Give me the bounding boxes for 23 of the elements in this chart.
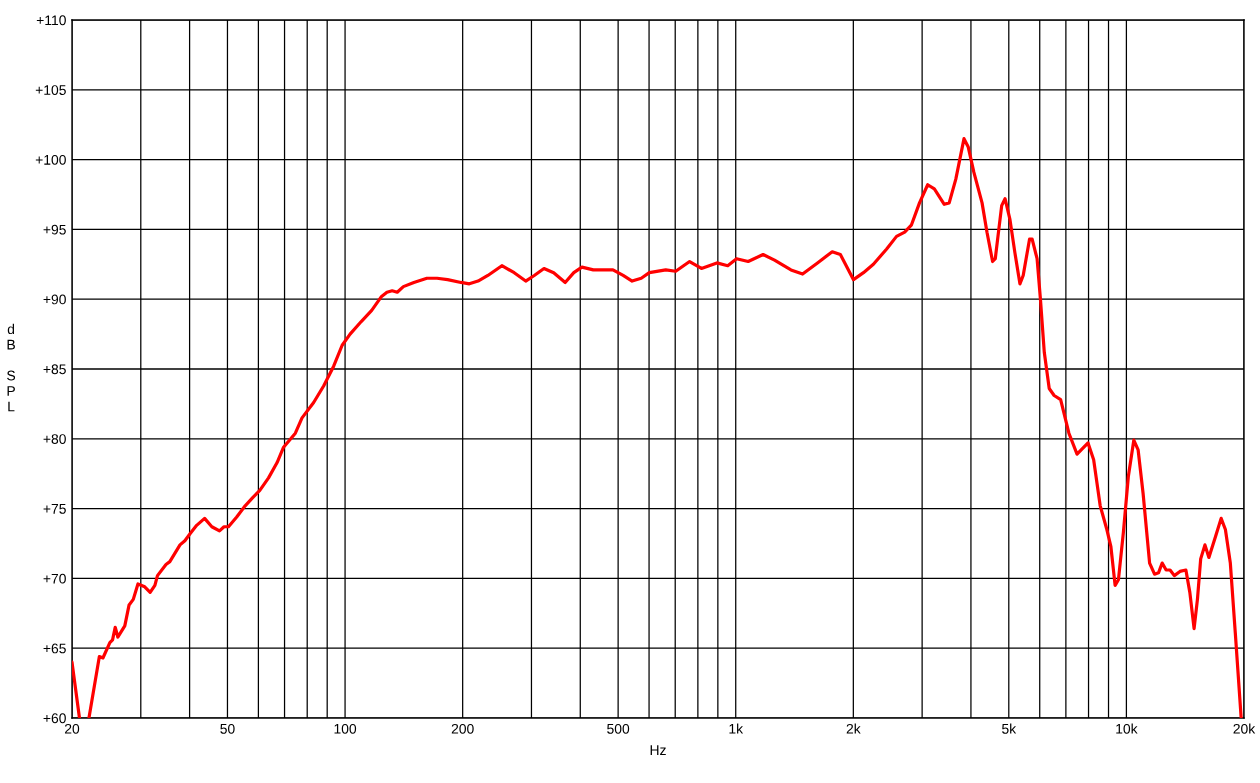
x-tick-label: 10k <box>1116 723 1138 734</box>
x-axis-title: Hz <box>650 745 666 755</box>
x-tick-label: 20k <box>1233 723 1256 734</box>
y-tick-label: +70 <box>43 573 66 584</box>
y-tick-label: +90 <box>43 294 66 305</box>
y-tick-label: +95 <box>43 224 66 235</box>
text: dB SPL <box>7 323 16 412</box>
x-tick-label: 50 <box>220 723 235 734</box>
y-tick-label: +110 <box>36 15 66 26</box>
y-tick-label: +75 <box>43 504 66 514</box>
x-tick-label: 1k <box>729 723 744 734</box>
x-tick-label: 100 <box>334 723 357 734</box>
y-tick-label: +85 <box>43 364 66 375</box>
y-tick-label: +65 <box>43 643 66 654</box>
x-tick-label: 500 <box>607 723 630 734</box>
y-tick-label: +100 <box>35 154 66 165</box>
x-tick-label: 2k <box>846 723 861 734</box>
x-tick-label: 200 <box>451 723 474 734</box>
y-tick-label: +80 <box>43 434 66 444</box>
y-tick-label: +105 <box>35 85 66 95</box>
x-tick-label: 5k <box>1002 723 1017 734</box>
x-tick-label: 20 <box>64 723 80 734</box>
y-tick-label: +60 <box>43 713 66 724</box>
